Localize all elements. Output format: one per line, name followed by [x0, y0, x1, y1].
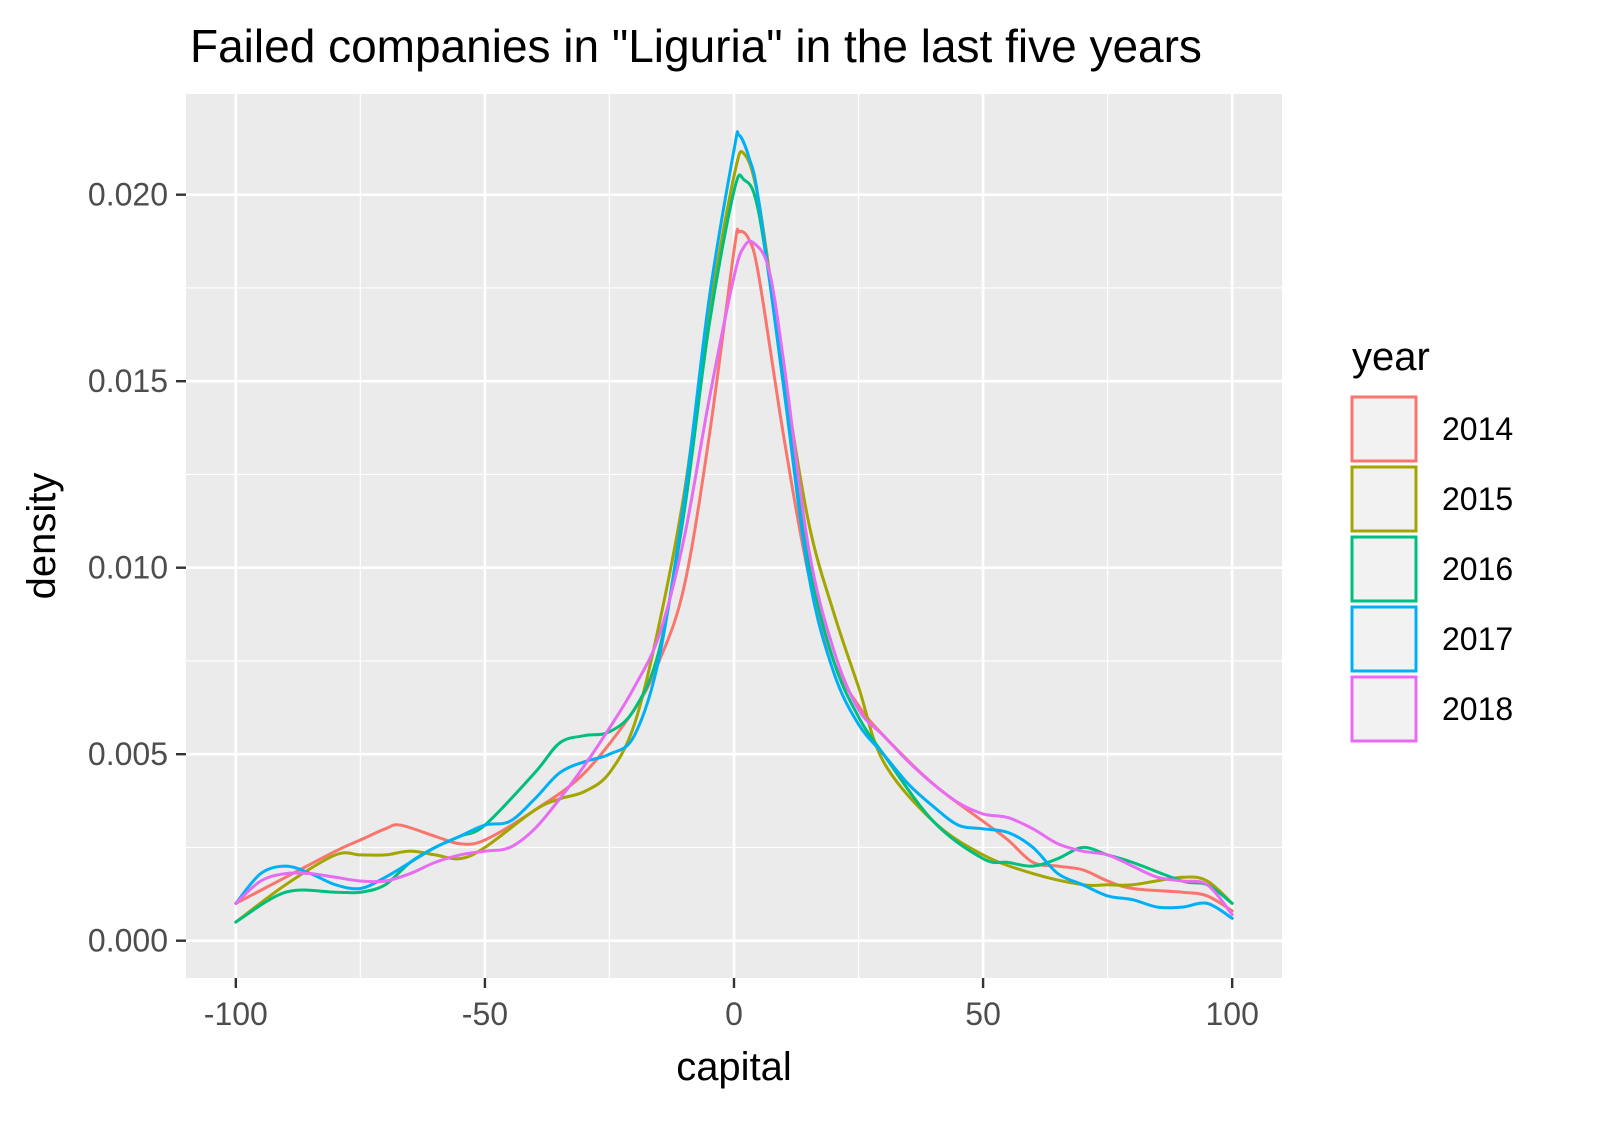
y-tick-label: 0.010 [88, 550, 168, 586]
legend-key-2014 [1350, 395, 1418, 463]
series-line-2015 [234, 150, 1234, 924]
legend-key-2016 [1350, 535, 1418, 603]
x-axis: -100 -50 0 50 100 [204, 978, 1259, 1032]
legend-label-2016: 2016 [1442, 551, 1513, 587]
legend-key-2017 [1350, 605, 1418, 673]
x-tick-label: -50 [462, 996, 508, 1032]
series-line-2014 [234, 227, 1234, 913]
legend-key-2015 [1350, 465, 1418, 533]
y-tick-label: 0.020 [88, 177, 168, 213]
grid-major [186, 94, 1282, 978]
legend-title: year [1352, 335, 1430, 379]
legend-label-2015: 2015 [1442, 481, 1513, 517]
x-tick-label: 50 [965, 996, 1001, 1032]
legend-key-2018 [1350, 675, 1418, 743]
series-line-2017 [234, 130, 1234, 920]
chart-title: Failed companies in "Liguria" in the las… [190, 20, 1202, 72]
x-tick-label: 100 [1205, 996, 1258, 1032]
series-line-2018 [234, 239, 1234, 917]
x-tick-label: -100 [204, 996, 268, 1032]
legend: year 2014 2015 2016 2017 2018 [1350, 335, 1513, 743]
y-tick-label: 0.005 [88, 736, 168, 772]
y-axis-title: density [20, 473, 64, 600]
legend-label-2014: 2014 [1442, 411, 1513, 447]
y-axis: 0.000 0.005 0.010 0.015 0.020 [88, 177, 186, 959]
y-tick-label: 0.015 [88, 363, 168, 399]
legend-label-2018: 2018 [1442, 691, 1513, 727]
series-lines [234, 130, 1234, 924]
x-tick-label: 0 [725, 996, 743, 1032]
y-tick-label: 0.000 [88, 923, 168, 959]
legend-label-2017: 2017 [1442, 621, 1513, 657]
x-axis-title: capital [676, 1045, 792, 1089]
